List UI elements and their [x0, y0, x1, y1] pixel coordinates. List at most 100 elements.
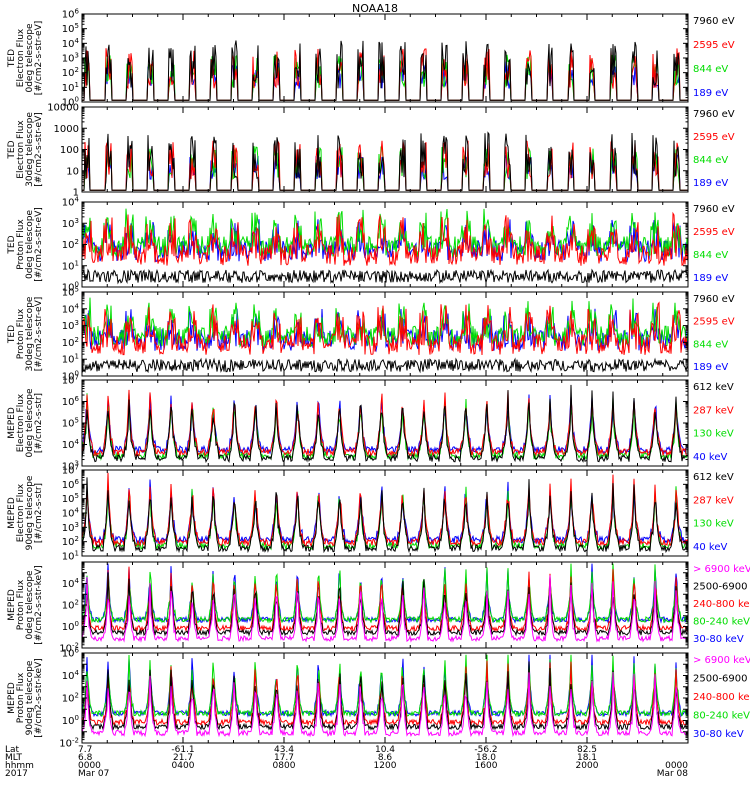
- y-tick-label: 106: [62, 647, 80, 660]
- series-line: [81, 268, 689, 285]
- series-line: [81, 472, 689, 548]
- y-tick-label: 100: [62, 714, 79, 727]
- x-tick-label: 7.7: [78, 745, 92, 755]
- y-axis-label: 90deg telescope: [25, 660, 35, 735]
- x-tick-label: 1200: [374, 761, 397, 771]
- y-tick-label: 101: [62, 550, 79, 563]
- y-axis-label: Proton Flux: [16, 672, 26, 723]
- y-axis-label: TED: [7, 325, 17, 344]
- x-tick-label: Mar 08: [657, 769, 689, 779]
- legend-entry: 2595 eV: [693, 132, 735, 143]
- y-axis-label: 90deg telescope: [25, 475, 35, 550]
- y-tick-label: 101: [62, 259, 79, 272]
- legend-entry: 40 keV: [693, 542, 727, 553]
- y-axis-label: Proton Flux: [16, 579, 26, 630]
- x-row-label: 2017: [5, 769, 28, 779]
- legend-entry: 287 keV: [693, 405, 734, 416]
- y-axis-label: [#/cm2-s-str]: [34, 393, 44, 453]
- chart-title: NOAA18: [351, 2, 399, 15]
- series-line: [81, 566, 689, 633]
- legend-entry: 189 eV: [693, 273, 728, 284]
- y-tick-label: 102: [62, 692, 79, 705]
- legend-entry: 30-80 keV: [693, 634, 744, 645]
- y-tick-label: 1: [73, 188, 79, 199]
- legend-entry: > 6900 keV: [693, 564, 750, 575]
- y-axis-label: 0deg telescope: [25, 23, 35, 93]
- y-tick-label: 105: [62, 417, 79, 430]
- y-axis-label: [#/cm2-s-str-keV]: [34, 565, 44, 644]
- x-row-label: MLT: [5, 753, 23, 763]
- legend-entry: 130 keV: [693, 519, 734, 530]
- y-axis-label: 30deg telescope: [25, 112, 35, 187]
- y-tick-label: 100: [60, 145, 79, 156]
- legend-entry: 30-80 keV: [693, 729, 744, 740]
- y-axis-label: Proton Flux: [16, 308, 26, 359]
- legend-entry: 2595 eV: [693, 317, 735, 328]
- y-tick-label: 104: [62, 577, 80, 590]
- x-tick-label: 8.6: [378, 753, 393, 763]
- y-axis-label: [#/cm2-s-str-eV]: [34, 207, 44, 282]
- legend-entry: 130 keV: [693, 429, 734, 440]
- x-tick-label: 0000: [665, 761, 688, 771]
- y-axis-label: 0deg telescope: [25, 210, 35, 280]
- legend-entry: 189 eV: [693, 362, 728, 373]
- y-tick-label: 104: [62, 669, 80, 682]
- legend-entry: 844 eV: [693, 64, 728, 75]
- y-axis-label: [#/cm2-s-str-keV]: [34, 658, 44, 737]
- legend-entry: 240-800 ke: [693, 599, 750, 610]
- x-tick-label: 10.4: [375, 745, 395, 755]
- legend-entry: 844 eV: [693, 250, 728, 261]
- y-tick-label: 104: [62, 438, 80, 451]
- legend-entry: 287 keV: [693, 495, 734, 506]
- legend-entry: 80-240 keV: [693, 711, 750, 722]
- y-tick-label: 10: [66, 166, 79, 177]
- series-line: [81, 661, 689, 732]
- legend-entry: 844 eV: [693, 155, 728, 166]
- series-line: [81, 301, 689, 356]
- y-tick-label: 103: [62, 217, 79, 230]
- y-tick-label: 104: [62, 507, 80, 520]
- x-tick-label: -61.1: [171, 745, 194, 755]
- y-tick-label: 106: [62, 395, 80, 408]
- y-axis-label: Electron Flux: [16, 393, 26, 452]
- x-row-label: hhmm: [5, 761, 34, 771]
- y-tick-label: 103: [62, 52, 79, 65]
- legend-entry: 7960 eV: [693, 16, 735, 27]
- y-axis-label: MEPED: [7, 407, 17, 439]
- y-tick-label: 103: [62, 521, 79, 534]
- x-tick-label: 0400: [172, 761, 195, 771]
- series-line: [81, 357, 689, 374]
- y-tick-label: 104: [62, 196, 80, 209]
- legend-entry: 189 eV: [693, 178, 728, 189]
- x-tick-label: 21.7: [173, 753, 193, 763]
- y-axis-label: TED: [7, 140, 17, 159]
- legend-entry: 40 keV: [693, 452, 727, 463]
- y-tick-label: 102: [62, 66, 79, 79]
- y-tick-label: 107: [62, 374, 79, 387]
- x-tick-label: 82.5: [577, 745, 597, 755]
- series-line: [81, 660, 689, 727]
- y-axis-label: Proton Flux: [16, 219, 26, 270]
- y-axis-label: TED: [7, 235, 17, 254]
- x-tick-label: -56.2: [474, 745, 497, 755]
- y-tick-label: 102: [62, 238, 79, 251]
- x-tick-label: 18.0: [476, 753, 496, 763]
- y-axis-label: Electron Flux: [16, 28, 26, 87]
- series-line: [81, 389, 689, 458]
- y-tick-label: 106: [62, 478, 80, 491]
- legend-entry: 7960 eV: [693, 204, 735, 215]
- legend-entry: 189 eV: [693, 88, 728, 99]
- legend-entry: 2595 eV: [693, 40, 735, 51]
- y-tick-label: 101: [62, 353, 79, 366]
- y-axis-label: [#/cm2-s-str-eV]: [34, 112, 44, 187]
- x-tick-label: 18.1: [577, 753, 597, 763]
- series-line: [81, 208, 689, 259]
- x-tick-label: 17.7: [274, 753, 294, 763]
- y-tick-label: 105: [62, 22, 79, 35]
- x-tick-label: 0000: [78, 761, 101, 771]
- y-tick-label: 10-2: [59, 737, 79, 750]
